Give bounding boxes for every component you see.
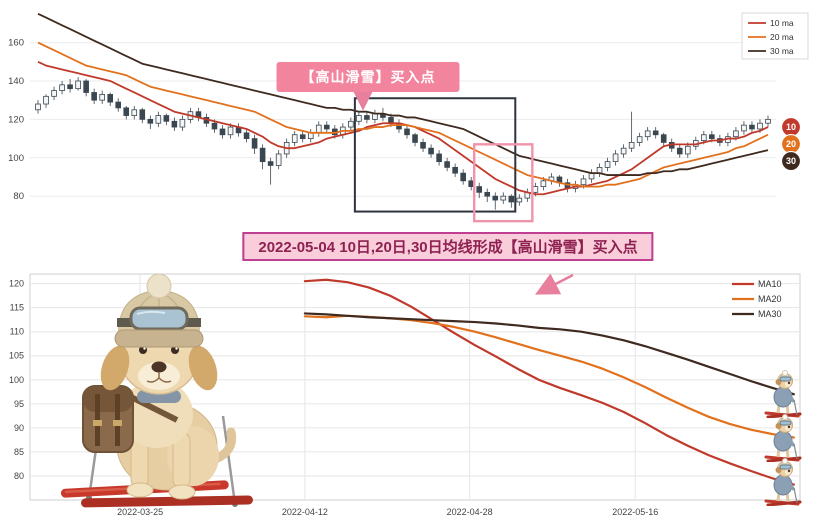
legend-label: 10 ma xyxy=(770,18,794,28)
candlestick-chart: 80 100 120 140 160 10 ma 20 ma 30 ma 10 20 30 xyxy=(8,12,809,223)
y-axis-label: 80 xyxy=(14,471,24,481)
mini-skier-icon xyxy=(763,458,803,506)
y-axis-label: 105 xyxy=(9,351,24,361)
candles-layer xyxy=(35,77,771,210)
legend-label: MA30 xyxy=(758,309,782,319)
buy-point-callout: 【高山滑雪】买入点 xyxy=(276,62,460,92)
highlight-box-dark xyxy=(353,97,517,213)
ma10-line xyxy=(37,60,769,196)
y-axis-label: 85 xyxy=(14,447,24,457)
y-axis-label: 95 xyxy=(14,399,24,409)
signal-banner: 2022-05-04 10日,20日,30日均线形成【高山滑雪】买入点 xyxy=(242,232,654,261)
ma30-line xyxy=(303,312,795,396)
ski-dog-image xyxy=(55,264,270,514)
ma-badge-label: 30 xyxy=(786,156,796,166)
x-axis-label: 2022-04-12 xyxy=(282,507,328,517)
banner-arrow xyxy=(535,273,574,295)
mini-skier-icon xyxy=(763,414,803,462)
legend-label: 20 ma xyxy=(770,32,794,42)
ma10-line xyxy=(303,278,795,486)
y-axis-label: 140 xyxy=(8,76,24,87)
ma-chart-panel: 80 85 90 95 100 105 110 115 120 2022-03-25 2022-04… xyxy=(0,262,819,520)
y-axis-label: 120 xyxy=(8,114,24,125)
x-axis-label: 2022-05-16 xyxy=(612,507,658,517)
y-axis-label: 100 xyxy=(9,375,24,385)
highlight-box-pink xyxy=(473,143,534,223)
plot-border xyxy=(29,273,801,501)
y-axis-label: 80 xyxy=(13,191,24,202)
y-axis-label: 90 xyxy=(14,423,24,433)
y-axis-label: 120 xyxy=(9,279,24,289)
ma-badge-label: 20 xyxy=(786,139,796,149)
ma-badge-label: 10 xyxy=(786,122,796,132)
legend-label: MA20 xyxy=(758,294,782,304)
x-axis-label: 2022-04-28 xyxy=(447,507,493,517)
y-axis-label: 160 xyxy=(8,38,24,49)
ma-badge xyxy=(780,150,802,172)
legend-label: MA10 xyxy=(758,279,782,289)
ma20-line xyxy=(303,314,795,439)
mini-skier-icon xyxy=(763,370,803,418)
y-axis-label: 110 xyxy=(10,327,24,337)
ma20-line xyxy=(37,41,769,188)
x-axis-label: 2022-03-25 xyxy=(117,507,163,517)
y-axis-label: 100 xyxy=(8,153,24,164)
ma30-line xyxy=(37,12,769,176)
legend-label: 30 ma xyxy=(770,46,794,56)
y-axis-label: 115 xyxy=(10,303,24,313)
